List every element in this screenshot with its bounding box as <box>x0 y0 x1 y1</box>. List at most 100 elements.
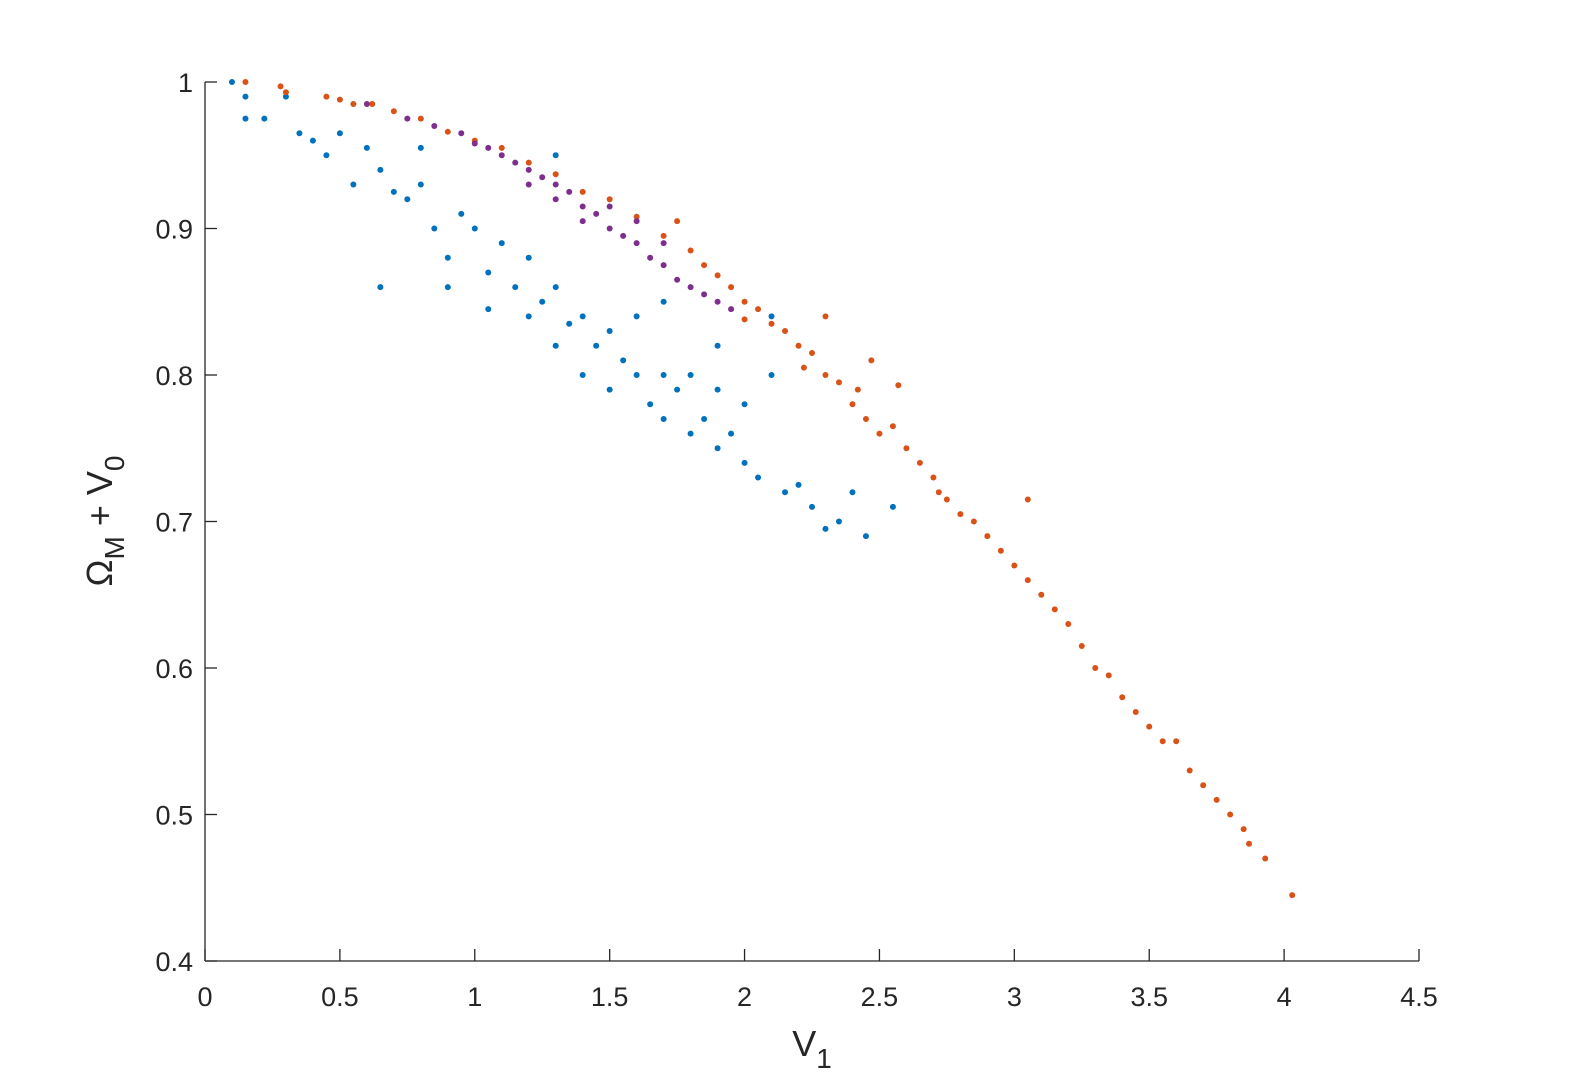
point <box>552 284 559 291</box>
point <box>782 489 789 496</box>
point <box>458 210 465 217</box>
point <box>674 386 681 393</box>
point <box>728 306 735 313</box>
point <box>800 364 807 371</box>
y-axis-label-part: Ω <box>79 560 120 587</box>
point <box>849 489 856 496</box>
x-tick-label: 4.5 <box>1400 982 1438 1012</box>
point <box>485 269 492 276</box>
x-tick-label: 1 <box>467 982 482 1012</box>
point <box>809 503 815 510</box>
point <box>512 159 519 166</box>
point <box>242 79 249 85</box>
point <box>377 284 384 291</box>
point <box>404 196 411 203</box>
point <box>404 115 411 122</box>
point <box>822 372 829 378</box>
point <box>606 196 613 203</box>
point <box>714 342 721 349</box>
point <box>868 357 875 364</box>
point <box>323 152 330 159</box>
point <box>390 108 397 115</box>
point <box>728 430 735 437</box>
point <box>606 328 613 335</box>
point <box>1213 796 1220 803</box>
point <box>1051 606 1058 613</box>
point <box>903 445 910 452</box>
point <box>687 372 694 378</box>
point <box>660 415 667 422</box>
x-axis-label-part: 1 <box>816 1043 832 1074</box>
y-tick-label: 0.8 <box>155 361 193 391</box>
point <box>390 188 397 195</box>
point <box>728 284 735 291</box>
point <box>606 225 613 232</box>
point <box>1246 840 1253 847</box>
point <box>633 240 640 247</box>
point <box>282 89 289 96</box>
point <box>228 79 235 85</box>
point <box>323 93 330 100</box>
point <box>768 320 775 327</box>
x-tick-label: 2 <box>737 982 752 1012</box>
point <box>1132 708 1139 715</box>
point <box>782 328 789 335</box>
x-tick-label: 0 <box>197 982 212 1012</box>
y-tick-label: 0.9 <box>155 215 193 245</box>
point <box>660 262 667 269</box>
point <box>363 144 370 151</box>
point <box>606 203 613 210</box>
point <box>336 96 343 103</box>
point <box>282 93 289 100</box>
point <box>795 342 802 349</box>
point <box>1024 577 1031 584</box>
point <box>889 503 896 510</box>
point <box>755 474 762 481</box>
point <box>822 313 829 320</box>
y-axis-label: ΩM + V0 <box>79 456 130 587</box>
point <box>336 130 343 137</box>
point <box>242 93 249 100</box>
point <box>1092 665 1099 671</box>
point <box>943 496 950 503</box>
x-tick-label: 1.5 <box>591 982 629 1012</box>
point <box>768 313 775 320</box>
x-axis-label: V1 <box>792 1023 832 1074</box>
point <box>1024 496 1031 503</box>
point <box>552 196 559 203</box>
point <box>854 386 861 393</box>
point <box>916 459 923 466</box>
y-tick-label: 0.7 <box>155 508 193 538</box>
point <box>309 137 316 144</box>
point <box>957 511 964 518</box>
point <box>458 130 465 137</box>
point <box>930 474 937 481</box>
point <box>660 232 667 239</box>
point <box>471 140 478 147</box>
point <box>862 533 869 540</box>
point <box>660 240 667 247</box>
point <box>809 350 815 357</box>
point <box>674 276 681 283</box>
point <box>633 213 640 220</box>
point <box>552 171 559 178</box>
point <box>417 115 424 122</box>
point <box>620 232 627 239</box>
point <box>498 144 505 151</box>
point <box>261 115 268 122</box>
x-tick-label: 2.5 <box>861 982 899 1012</box>
point <box>687 430 694 437</box>
point <box>970 518 977 525</box>
y-axis-label-part: 0 <box>99 456 130 472</box>
point <box>862 415 869 422</box>
point <box>984 533 991 540</box>
y-tick-label: 0.6 <box>155 654 193 684</box>
point <box>1186 767 1193 774</box>
point <box>296 130 303 137</box>
point <box>512 284 519 291</box>
point <box>1227 811 1234 818</box>
point <box>620 357 627 364</box>
point <box>1065 621 1072 628</box>
point <box>895 382 902 389</box>
point <box>889 423 896 430</box>
